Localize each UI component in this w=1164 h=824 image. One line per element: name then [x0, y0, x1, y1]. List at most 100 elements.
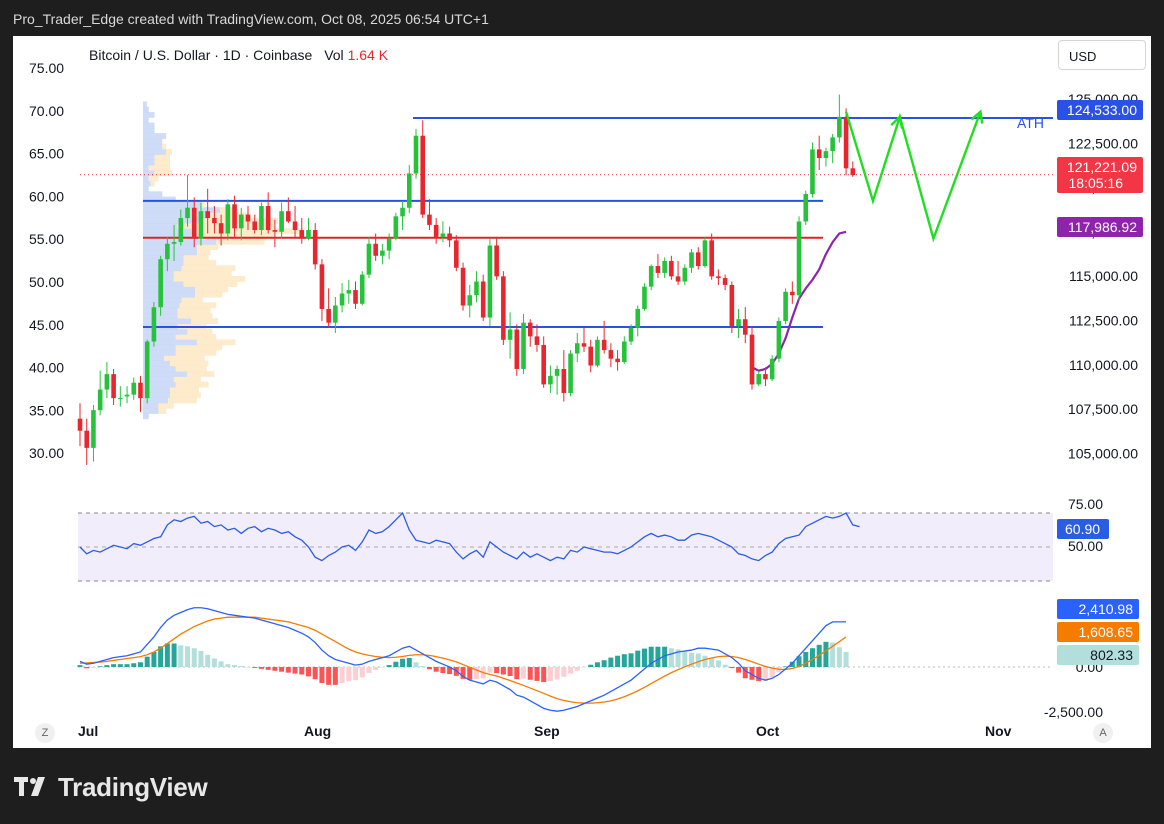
- candle-body: [487, 245, 493, 318]
- macd-histogram-bar: [709, 658, 715, 667]
- volume-profile-bar: [143, 196, 176, 203]
- macd-histogram-bar: [762, 667, 768, 681]
- candle-body: [702, 240, 708, 267]
- macd-histogram-bar: [178, 645, 184, 667]
- candle-body: [709, 240, 714, 277]
- candle-body: [373, 243, 378, 256]
- rsi-badge-value: 60.90: [1065, 521, 1100, 537]
- volume-profile-bar: [143, 191, 163, 198]
- candle-body: [420, 135, 426, 215]
- volume-profile-bar: [179, 302, 217, 309]
- candle-body: [561, 368, 567, 393]
- macd-histogram-bar: [420, 666, 426, 667]
- volume-profile-bar: [158, 408, 167, 414]
- macd-histogram-bar: [332, 667, 338, 685]
- candle-body: [823, 151, 829, 159]
- volume-profile-bar: [143, 376, 174, 383]
- candle-body: [198, 211, 204, 239]
- candle-body: [716, 276, 721, 279]
- volume-profile-bar: [168, 397, 197, 404]
- price-badge: [1057, 157, 1143, 193]
- price-badge-value: 121,221.09: [1067, 159, 1137, 175]
- candle-body: [749, 334, 755, 385]
- volume-profile-bar: [143, 254, 184, 261]
- candle-body: [400, 207, 405, 217]
- macd-histogram-bar: [151, 651, 157, 667]
- volume-profile-bar: [143, 408, 159, 414]
- volume-profile-bar: [143, 143, 163, 150]
- forecast-arrowhead: [890, 114, 904, 129]
- volume-profile-bar: [143, 170, 155, 176]
- rsi-axis-tick: 75.00: [1068, 496, 1103, 512]
- candle-body: [635, 308, 641, 328]
- macd-histogram-bar: [803, 651, 809, 667]
- candle-body: [682, 267, 688, 282]
- left-axis-tick: 75.00: [29, 60, 64, 76]
- candle-body: [124, 394, 130, 397]
- candle-body: [601, 339, 607, 351]
- candle-body: [467, 295, 473, 306]
- symbol-title: Bitcoin / U.S. Dollar · 1D · Coinbase Vo…: [89, 47, 389, 63]
- candle-body: [259, 206, 264, 231]
- candle-body: [346, 290, 352, 294]
- candle-body: [796, 221, 802, 296]
- macd-histogram-bar: [252, 667, 258, 668]
- volume-profile-bar: [143, 286, 196, 293]
- macd-histogram-bar: [158, 646, 164, 667]
- macd-histogram-bar: [823, 641, 829, 667]
- macd-histogram-bar: [736, 667, 742, 673]
- macd-histogram-bar: [473, 667, 479, 680]
- candle-body: [669, 260, 674, 277]
- macd-histogram-bar: [756, 667, 762, 682]
- candle-body: [756, 374, 762, 385]
- candle-body: [326, 308, 331, 323]
- auto-scale-left-button[interactable]: Z: [35, 723, 55, 743]
- macd-histogram-bar: [594, 662, 600, 667]
- candle-body: [568, 353, 573, 393]
- macd-histogram-bar: [561, 667, 567, 677]
- candle-body: [514, 329, 520, 369]
- candle-body: [111, 374, 116, 399]
- volume-profile-bar: [164, 355, 205, 362]
- macd-histogram-bar: [400, 658, 406, 667]
- chart-frame[interactable]: 75.00 50.00 60.90 0.00 -2,500.00 2,410.98 1,6…: [13, 36, 1151, 748]
- macd-histogram-bar: [662, 646, 668, 667]
- volume-profile-bar: [143, 328, 188, 335]
- rsi-line: [79, 511, 860, 562]
- candle-body: [380, 250, 385, 256]
- candle-body: [319, 264, 325, 309]
- currency-button[interactable]: USD: [1058, 40, 1146, 70]
- macd-histogram-bar: [689, 652, 695, 667]
- volume-profile-bar: [143, 244, 197, 250]
- macd-histogram-bar: [131, 663, 137, 667]
- macd-histogram-bar: [467, 667, 473, 680]
- volume-profile-bar: [143, 344, 176, 351]
- candle-body: [460, 267, 466, 306]
- volume-profile-bar: [143, 159, 155, 166]
- auto-scale-right-button[interactable]: A: [1093, 723, 1113, 743]
- volume-profile-bar: [143, 392, 170, 399]
- macd-histogram-bar: [641, 648, 647, 667]
- left-axis-tick: 35.00: [29, 402, 64, 418]
- candle-body: [433, 224, 439, 237]
- candle-body: [783, 291, 788, 321]
- macd-histogram-bar: [494, 667, 500, 674]
- candle-body: [178, 218, 184, 243]
- candle-body: [131, 382, 137, 395]
- candle-body: [427, 214, 432, 225]
- volume-profile-bar: [154, 159, 170, 166]
- candle-body: [648, 266, 654, 287]
- candle-body: [548, 375, 553, 385]
- macd-histogram-bar: [433, 667, 439, 672]
- right-axis-tick: 112,500.00: [1069, 313, 1138, 329]
- macd-histogram-bar: [554, 667, 560, 680]
- macd-histogram-bar: [232, 665, 238, 667]
- volume-profile-bar: [143, 318, 192, 325]
- macd-histogram-bar: [386, 665, 392, 667]
- macd-histogram-bar: [117, 664, 123, 667]
- candle-body: [729, 284, 735, 327]
- macd-histogram-bar: [581, 667, 587, 668]
- rsi-badge: [1057, 519, 1109, 539]
- candle-body: [299, 230, 305, 239]
